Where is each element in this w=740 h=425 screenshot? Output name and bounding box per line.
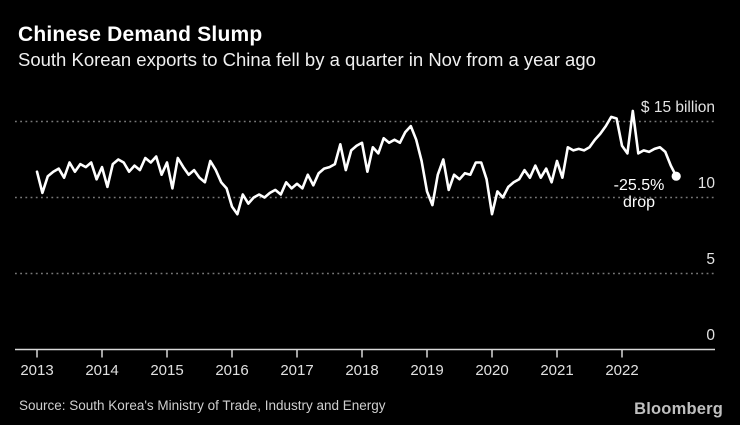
year-label: 2017 [280, 362, 314, 379]
year-label: 2022 [605, 362, 639, 379]
x-axis [15, 348, 715, 358]
last-point-marker [671, 171, 681, 181]
drop-annotation-percent: -25.5% [613, 177, 665, 194]
year-label: 2014 [85, 362, 119, 379]
year-label: 2016 [215, 362, 249, 379]
drop-annotation: -25.5% drop [607, 177, 671, 211]
y-axis-label: 10 [697, 175, 715, 192]
drop-annotation-label: drop [622, 194, 656, 211]
exports-line [35, 109, 678, 216]
year-label: 2015 [150, 362, 184, 379]
bloomberg-logo: Bloomberg [634, 400, 723, 418]
year-label: 2018 [345, 362, 379, 379]
chart-title: Chinese Demand Slump [18, 23, 263, 46]
year-label: 2019 [410, 362, 444, 379]
y-axis-label: $ 15 billion [640, 99, 715, 116]
year-label: 2020 [475, 362, 509, 379]
source-note: Source: South Korea's Ministry of Trade,… [19, 398, 386, 413]
y-gridlines [15, 120, 715, 275]
y-axis-label: 5 [706, 251, 715, 268]
y-axis-label: 0 [706, 327, 715, 344]
exports-line-series [35, 109, 681, 216]
year-label: 2013 [20, 362, 54, 379]
year-label: 2021 [540, 362, 574, 379]
chart-subtitle: South Korean exports to China fell by a … [18, 49, 596, 70]
